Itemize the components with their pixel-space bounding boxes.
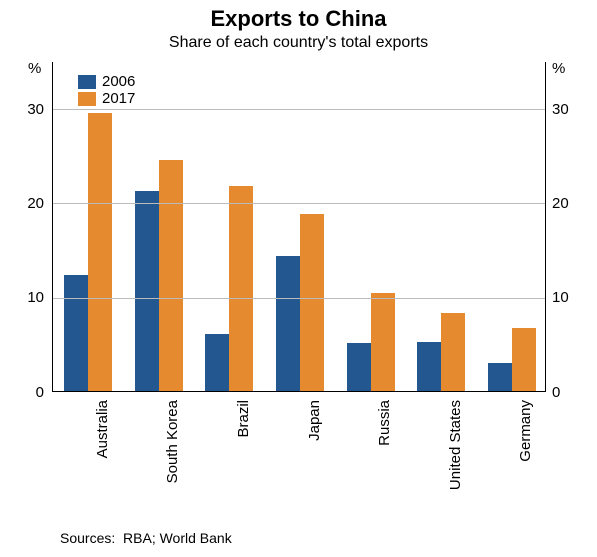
legend-swatch (78, 92, 96, 106)
sources-text: RBA; World Bank (123, 530, 232, 546)
bar (512, 328, 536, 391)
sources-line: Sources: RBA; World Bank (60, 530, 232, 546)
gridline (53, 298, 545, 299)
bar (229, 186, 253, 391)
legend-item: 2017 (78, 91, 135, 106)
category-label: Russia (376, 400, 393, 520)
chart-subtitle: Share of each country's total exports (0, 34, 597, 52)
ytick-right: 30 (552, 101, 569, 118)
ytick-right: 0 (552, 384, 560, 401)
y-unit-left: % (28, 60, 41, 77)
plot-area (52, 62, 546, 392)
category-label: Australia (94, 400, 111, 520)
bar (205, 334, 229, 391)
bar (135, 191, 159, 391)
ytick-left: 30 (0, 101, 44, 118)
bar (371, 293, 395, 391)
sources-label: Sources: (60, 530, 115, 546)
ytick-right: 20 (552, 195, 569, 212)
legend-swatch (78, 75, 96, 89)
category-label: Germany (517, 400, 534, 520)
ytick-left: 20 (0, 195, 44, 212)
bar (417, 342, 441, 391)
category-label: Japan (306, 400, 323, 520)
ytick-right: 10 (552, 289, 569, 306)
bar (347, 343, 371, 391)
bar (88, 113, 112, 391)
bar (300, 214, 324, 391)
category-label: South Korea (164, 400, 181, 520)
gridline (53, 109, 545, 110)
gridline (53, 203, 545, 204)
category-label: Brazil (235, 400, 252, 520)
legend-label: 2006 (102, 74, 135, 89)
legend: 2006 2017 (78, 74, 135, 106)
bar (64, 275, 88, 391)
bar (441, 313, 465, 391)
exports-to-china-chart: Exports to China Share of each country's… (0, 0, 597, 557)
bar (276, 256, 300, 391)
y-unit-right: % (552, 60, 565, 77)
bars-layer (53, 62, 545, 391)
bar (159, 160, 183, 391)
category-label: United States (447, 400, 464, 520)
legend-item: 2006 (78, 74, 135, 89)
ytick-left: 0 (0, 384, 44, 401)
ytick-left: 10 (0, 289, 44, 306)
legend-label: 2017 (102, 91, 135, 106)
chart-title: Exports to China (0, 6, 597, 32)
bar (488, 363, 512, 391)
